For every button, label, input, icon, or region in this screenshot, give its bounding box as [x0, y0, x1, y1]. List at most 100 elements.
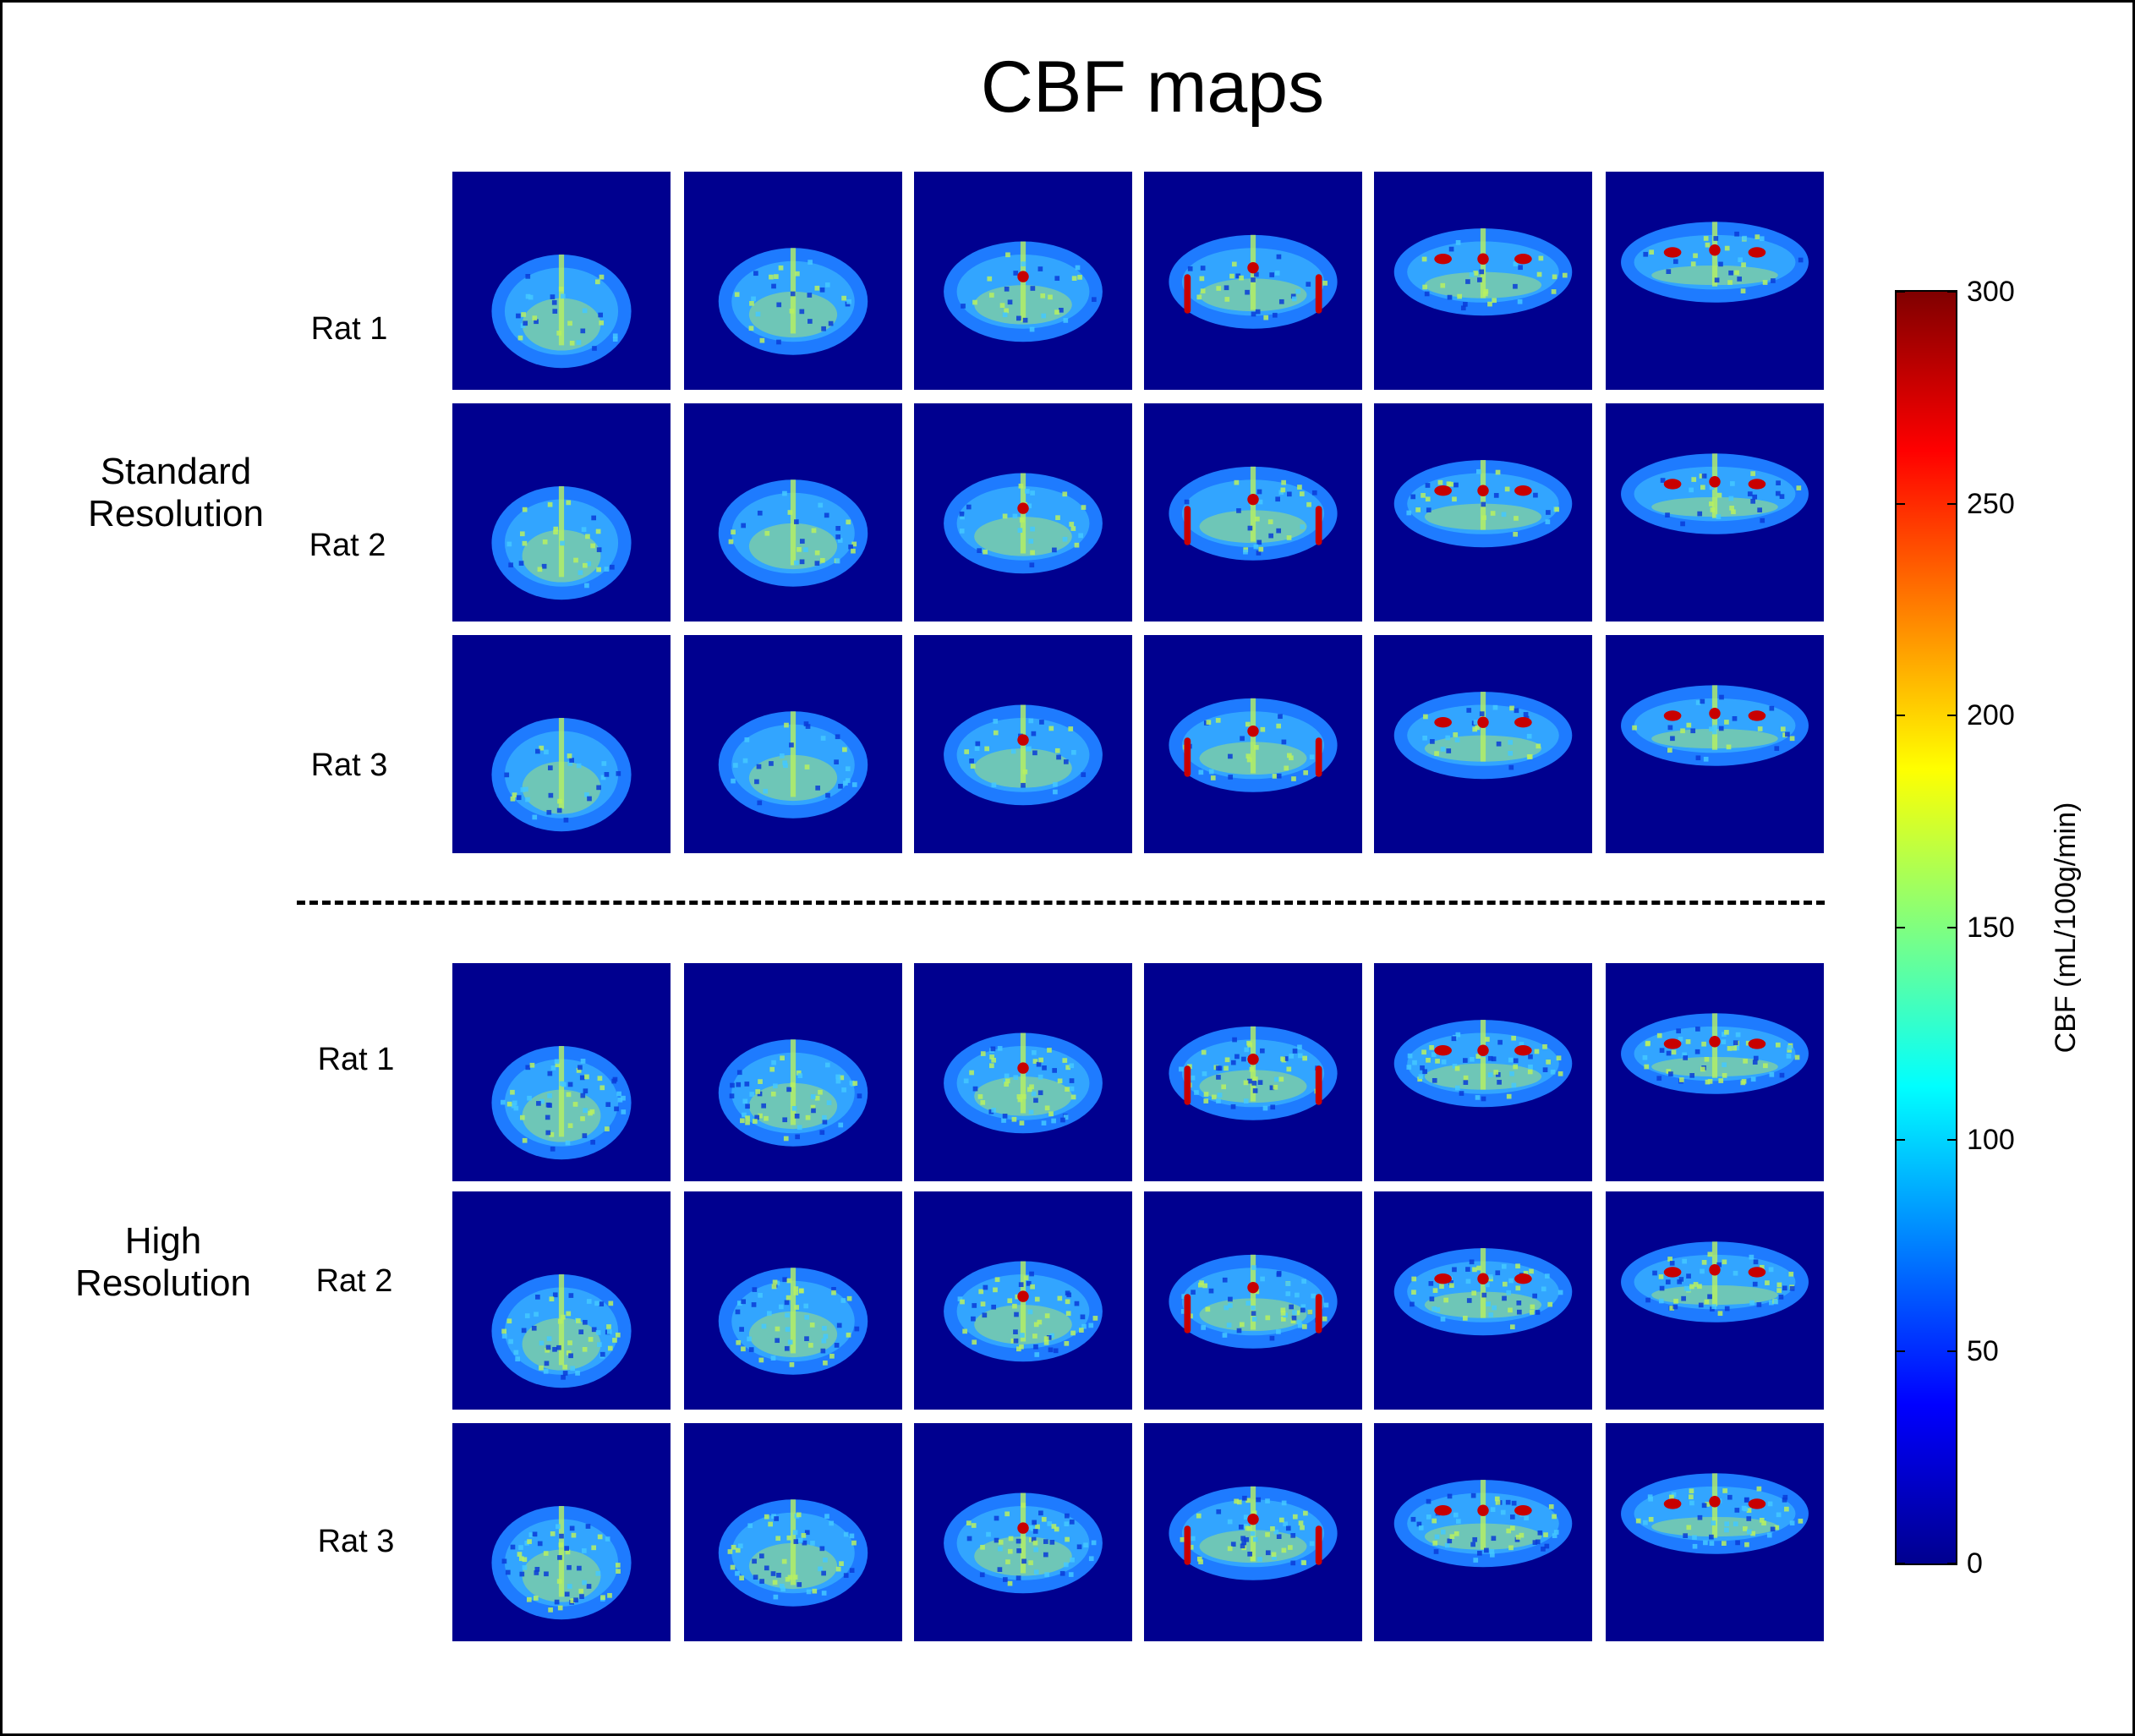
colorbar-tick-right — [1947, 291, 1957, 293]
cbf-map-slice — [1606, 635, 1824, 853]
colorbar-tick-right — [1947, 1563, 1957, 1564]
brain-slice-image — [718, 1499, 868, 1607]
cbf-map-slice — [1606, 403, 1824, 622]
group-label-high: High Resolution — [19, 1220, 307, 1305]
brain-slice-image — [944, 1492, 1103, 1594]
brain-slice-image — [944, 241, 1103, 342]
colorbar-tick-label: 0 — [1967, 1547, 1983, 1580]
row-label-high-rat-3: Rat 3 — [317, 1524, 395, 1559]
cbf-map-slice — [1374, 1191, 1592, 1410]
brain-slice-image — [1393, 228, 1573, 316]
brain-slice-image — [944, 1261, 1103, 1362]
cbf-map-slice — [914, 635, 1132, 853]
brain-slice-image — [1169, 1486, 1338, 1580]
colorbar-tick-left — [1895, 927, 1905, 928]
cbf-map-slice — [1144, 403, 1362, 622]
brain-slice-image — [718, 711, 868, 819]
colorbar-tick-label: 300 — [1967, 276, 2015, 308]
brain-slice-image — [1621, 222, 1809, 303]
brain-slice-image — [491, 255, 632, 369]
colorbar-tick-label: 150 — [1967, 912, 2015, 944]
colorbar-tick-right — [1947, 927, 1957, 928]
row-label-standard-rat-3: Rat 3 — [310, 748, 388, 783]
brain-slice-image — [1621, 1473, 1809, 1554]
brain-slice-image — [1169, 234, 1338, 329]
cbf-map-slice — [452, 963, 671, 1181]
brain-slice-image — [1393, 1480, 1573, 1568]
cbf-map-slice — [1374, 1423, 1592, 1641]
colorbar-tick-left — [1895, 715, 1905, 717]
cbf-map-slice — [1144, 963, 1362, 1181]
brain-slice-image — [718, 248, 868, 355]
brain-slice-image — [1169, 1254, 1338, 1349]
cbf-map-slice — [1144, 635, 1362, 853]
group-label-line1: Standard — [100, 451, 252, 492]
brain-slice-image — [491, 1506, 632, 1620]
cbf-map-slice — [1374, 172, 1592, 390]
brain-slice-image — [1393, 1248, 1573, 1336]
cbf-map-slice — [684, 963, 902, 1181]
group-label-line2: Resolution — [88, 493, 264, 534]
cbf-map-slice — [1374, 403, 1592, 622]
cbf-map-slice — [1606, 1423, 1824, 1641]
cbf-map-slice — [684, 172, 902, 390]
colorbar-tick-left — [1895, 1350, 1905, 1353]
colorbar-tick-right — [1947, 715, 1957, 717]
cbf-map-slice — [452, 403, 671, 622]
brain-slice-image — [944, 1032, 1103, 1134]
group-label-standard: Standard Resolution — [32, 451, 320, 535]
cbf-map-slice — [452, 1423, 671, 1641]
colorbar-tick-right — [1947, 502, 1957, 505]
colorbar-tick-left — [1895, 502, 1905, 505]
brain-slice-image — [1393, 692, 1573, 780]
cbf-map-slice — [1144, 1191, 1362, 1410]
colorbar-tick-left — [1895, 1563, 1905, 1564]
colorbar-tick-label: 50 — [1967, 1335, 1999, 1368]
brain-slice-image — [491, 486, 632, 600]
group-label-line2: Resolution — [75, 1262, 251, 1304]
cbf-map-slice — [452, 172, 671, 390]
brain-slice-image — [944, 704, 1103, 806]
figure-title: CBF maps — [980, 47, 1325, 128]
cbf-map-slice — [914, 963, 1132, 1181]
cbf-map-slice — [914, 172, 1132, 390]
cbf-map-slice — [1606, 963, 1824, 1181]
brain-slice-image — [1621, 1013, 1809, 1094]
brain-slice-image — [718, 1268, 868, 1375]
row-label-standard-rat-2: Rat 2 — [309, 528, 386, 563]
cbf-map-slice — [1606, 172, 1824, 390]
brain-slice-image — [491, 718, 632, 832]
brain-slice-image — [1621, 453, 1809, 534]
brain-slice-image — [1621, 1241, 1809, 1323]
group-divider — [297, 901, 1825, 905]
colorbar-title: CBF (mL/100g/min) — [2050, 802, 2082, 1054]
group-label-line1: High — [124, 1220, 202, 1262]
cbf-map-slice — [452, 635, 671, 853]
cbf-map-slice — [452, 1191, 671, 1410]
cbf-map-slice — [1374, 963, 1592, 1181]
brain-slice-image — [718, 1039, 868, 1147]
cbf-map-slice — [1606, 1191, 1824, 1410]
cbf-map-slice — [914, 1423, 1132, 1641]
brain-slice-image — [718, 479, 868, 587]
row-label-high-rat-2: Rat 2 — [315, 1263, 393, 1299]
brain-slice-image — [1393, 460, 1573, 548]
colorbar-tick-label: 250 — [1967, 487, 2015, 520]
cbf-map-slice — [684, 1423, 902, 1641]
cbf-map-slice — [1144, 172, 1362, 390]
cbf-map-slice — [684, 1191, 902, 1410]
colorbar-tick-right — [1947, 1138, 1957, 1141]
brain-slice-image — [1169, 466, 1338, 561]
brain-slice-image — [1169, 698, 1338, 792]
brain-slice-image — [491, 1274, 632, 1388]
cbf-map-slice — [684, 403, 902, 622]
brain-slice-image — [1169, 1026, 1338, 1120]
cbf-map-slice — [1144, 1423, 1362, 1641]
cbf-map-slice — [914, 403, 1132, 622]
colorbar-tick-right — [1947, 1350, 1957, 1353]
colorbar-tick-left — [1895, 1138, 1905, 1141]
brain-slice-image — [944, 473, 1103, 574]
cbf-map-slice — [684, 635, 902, 853]
brain-slice-image — [491, 1046, 632, 1160]
